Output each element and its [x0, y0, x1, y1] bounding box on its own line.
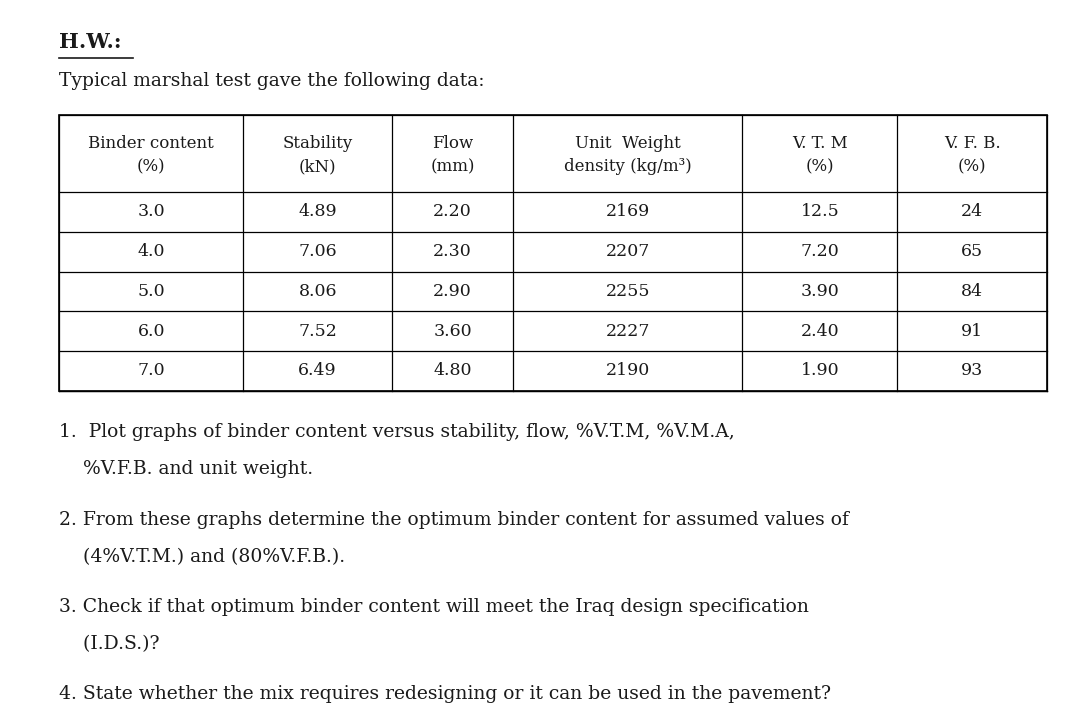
Text: V. T. M: V. T. M — [792, 135, 848, 152]
Text: 7.20: 7.20 — [801, 243, 839, 260]
Text: 24: 24 — [961, 204, 983, 220]
Text: 2.30: 2.30 — [433, 243, 472, 260]
Text: 8.06: 8.06 — [299, 283, 337, 300]
Text: 2190: 2190 — [605, 362, 650, 379]
Text: (%): (%) — [958, 158, 986, 175]
Text: 7.06: 7.06 — [298, 243, 337, 260]
Text: 4. State whether the mix requires redesigning or it can be used in the pavement?: 4. State whether the mix requires redesi… — [59, 685, 831, 703]
Text: %V.F.B. and unit weight.: %V.F.B. and unit weight. — [59, 460, 314, 478]
Text: 5.0: 5.0 — [137, 283, 165, 300]
Text: Flow: Flow — [432, 135, 474, 152]
Text: 7.0: 7.0 — [137, 362, 165, 379]
Text: 3.90: 3.90 — [801, 283, 839, 300]
Text: 3. Check if that optimum binder content will meet the Iraq design specification: 3. Check if that optimum binder content … — [59, 598, 809, 616]
Text: (I.D.S.)?: (I.D.S.)? — [59, 635, 160, 653]
Bar — [59, 115, 1047, 391]
Text: (%): (%) — [806, 158, 834, 175]
Text: (kN): (kN) — [299, 158, 337, 175]
Text: 2255: 2255 — [605, 283, 650, 300]
Text: Binder content: Binder content — [88, 135, 214, 152]
Text: Unit  Weight: Unit Weight — [575, 135, 681, 152]
Text: 3.0: 3.0 — [137, 204, 165, 220]
Text: 91: 91 — [961, 323, 983, 340]
Text: 3.60: 3.60 — [434, 323, 472, 340]
Text: density (kg/m³): density (kg/m³) — [563, 158, 692, 175]
Text: 93: 93 — [961, 362, 983, 379]
Text: 2227: 2227 — [605, 323, 650, 340]
Text: 4.80: 4.80 — [434, 362, 472, 379]
Text: 1.90: 1.90 — [801, 362, 839, 379]
Text: 2207: 2207 — [605, 243, 650, 260]
Text: 1.  Plot graphs of binder content versus stability, flow, %V.T.M, %V.M.A,: 1. Plot graphs of binder content versus … — [59, 423, 735, 441]
Text: Stability: Stability — [283, 135, 353, 152]
Text: Typical marshal test gave the following data:: Typical marshal test gave the following … — [59, 72, 484, 90]
Text: (%): (%) — [137, 158, 165, 175]
Text: 4.89: 4.89 — [298, 204, 337, 220]
Text: 7.52: 7.52 — [298, 323, 337, 340]
Text: 2.20: 2.20 — [433, 204, 472, 220]
Text: 6.0: 6.0 — [137, 323, 165, 340]
Text: 12.5: 12.5 — [801, 204, 839, 220]
Text: 4.0: 4.0 — [137, 243, 165, 260]
Text: 65: 65 — [961, 243, 983, 260]
Text: (mm): (mm) — [431, 158, 475, 175]
Text: H.W.:: H.W.: — [59, 32, 122, 52]
Text: V. F. B.: V. F. B. — [944, 135, 1000, 152]
Text: (4%V.T.M.) and (80%V.F.B.).: (4%V.T.M.) and (80%V.F.B.). — [59, 548, 345, 566]
Text: 6.49: 6.49 — [298, 362, 337, 379]
Text: 84: 84 — [961, 283, 983, 300]
Text: 2. From these graphs determine the optimum binder content for assumed values of: 2. From these graphs determine the optim… — [59, 511, 849, 528]
Text: 2.90: 2.90 — [433, 283, 472, 300]
Text: 2.40: 2.40 — [801, 323, 839, 340]
Text: 2169: 2169 — [605, 204, 650, 220]
